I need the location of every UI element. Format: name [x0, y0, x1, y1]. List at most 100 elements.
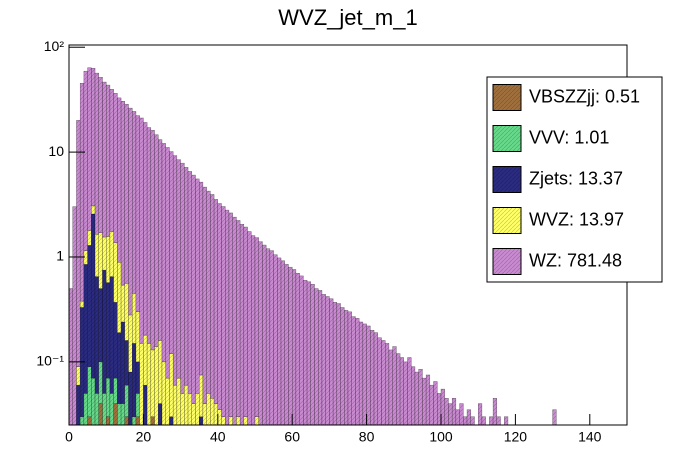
- histogram-bar: [120, 321, 126, 404]
- histogram-bar: [161, 143, 166, 363]
- histogram-bar: [169, 151, 174, 354]
- histogram-bar: [143, 122, 148, 336]
- histogram-bar: [210, 398, 215, 426]
- histogram-bar: [366, 325, 371, 426]
- histogram-bar: [299, 275, 304, 426]
- histogram-bar: [76, 120, 81, 367]
- histogram-bar: [358, 321, 364, 426]
- plot-area: [68, 67, 557, 426]
- histogram-bar: [385, 343, 390, 426]
- histogram-bar: [150, 416, 155, 426]
- histogram-bar: [236, 416, 241, 426]
- y-tick-label: 1: [56, 248, 64, 264]
- histogram-bar: [187, 171, 192, 394]
- histogram-bar: [370, 330, 375, 426]
- histogram-bar: [158, 340, 163, 404]
- histogram-bar: [132, 343, 137, 417]
- histogram-bar: [68, 288, 73, 426]
- histogram-bar: [135, 361, 140, 394]
- histogram-bar: [154, 346, 159, 426]
- histogram-bar: [135, 311, 140, 363]
- histogram-bar: [347, 311, 352, 426]
- histogram-bar: [176, 159, 181, 379]
- histogram-bar: [109, 231, 114, 277]
- histogram-bar: [105, 282, 111, 379]
- histogram-bar: [247, 231, 252, 426]
- histogram-bar: [132, 416, 137, 426]
- histogram-bar: [310, 284, 315, 426]
- histogram-bar: [284, 264, 289, 426]
- histogram-bar: [124, 416, 129, 426]
- histogram-bar: [221, 416, 226, 426]
- histogram-bar: [102, 269, 107, 394]
- histogram-bar: [139, 343, 144, 426]
- histogram-bar: [169, 416, 174, 426]
- histogram-bar: [83, 70, 88, 251]
- histogram-bar: [437, 393, 442, 426]
- histogram-bar: [184, 167, 189, 386]
- histogram-bar: [76, 384, 81, 426]
- histogram-bar: [277, 257, 282, 426]
- histogram-bar: [180, 393, 185, 426]
- histogram-bar: [265, 248, 271, 426]
- legend-label: WVZ: 13.97: [529, 209, 624, 229]
- histogram-bar: [94, 72, 99, 235]
- histogram-bar: [191, 403, 196, 426]
- histogram-bar: [105, 377, 111, 417]
- legend-label: Zjets: 13.37: [529, 168, 623, 188]
- y-tick-label: 10⁻¹: [36, 353, 64, 369]
- histogram-bar: [139, 117, 144, 344]
- x-tick-label: 80: [359, 429, 375, 445]
- x-tick-label: 40: [210, 429, 226, 445]
- histogram-bar: [466, 409, 471, 426]
- histogram-bar: [180, 162, 185, 394]
- histogram-bar: [288, 266, 293, 426]
- histogram-bar: [340, 307, 345, 426]
- histogram-bar: [83, 264, 88, 394]
- histogram-bar: [91, 377, 96, 426]
- histogram-bar: [158, 403, 163, 426]
- histogram-bar: [269, 250, 274, 426]
- x-tick-label: 20: [136, 429, 152, 445]
- histogram-bar: [392, 346, 397, 426]
- histogram-bar: [504, 416, 509, 426]
- axes: 0 20 40 60 80 100 120 140 10⁻¹ 1 10 10²: [36, 38, 601, 445]
- histogram-bar: [213, 403, 219, 426]
- histogram-bar: [481, 416, 486, 426]
- histogram-bar: [124, 104, 129, 284]
- histogram-bar: [399, 357, 404, 426]
- histogram-bar: [161, 361, 166, 426]
- histogram-bar: [332, 302, 338, 426]
- histogram-bar: [79, 83, 85, 302]
- histogram-bar: [143, 334, 148, 386]
- histogram-bar: [187, 393, 192, 426]
- histogram-bar: [128, 314, 133, 373]
- x-tick-label: 60: [284, 429, 300, 445]
- histogram-bar: [79, 416, 85, 426]
- legend-swatch: [492, 207, 522, 234]
- histogram-bar: [105, 416, 111, 426]
- histogram-bar: [102, 393, 107, 426]
- histogram-bar: [172, 384, 178, 426]
- histogram-bar: [102, 81, 107, 238]
- histogram-bar: [109, 89, 114, 232]
- histogram-bar: [206, 190, 211, 394]
- histogram-bar: [344, 310, 349, 426]
- histogram-bar: [451, 398, 457, 426]
- histogram-bar: [98, 403, 103, 426]
- histogram-bar: [132, 111, 137, 294]
- histogram-bar: [135, 416, 140, 426]
- legend-label: WZ: 781.48: [529, 250, 622, 270]
- histogram-bar: [165, 377, 170, 426]
- histogram-bar: [444, 398, 449, 426]
- histogram-bar: [236, 220, 241, 417]
- histogram-bar: [117, 262, 122, 333]
- histogram-bar: [414, 371, 419, 426]
- histogram-bar: [336, 303, 341, 426]
- histogram-bar: [98, 232, 103, 289]
- histogram-bar: [429, 384, 434, 426]
- histogram-bar: [113, 403, 118, 426]
- histogram-bar: [117, 97, 122, 263]
- histogram-bar: [329, 298, 334, 426]
